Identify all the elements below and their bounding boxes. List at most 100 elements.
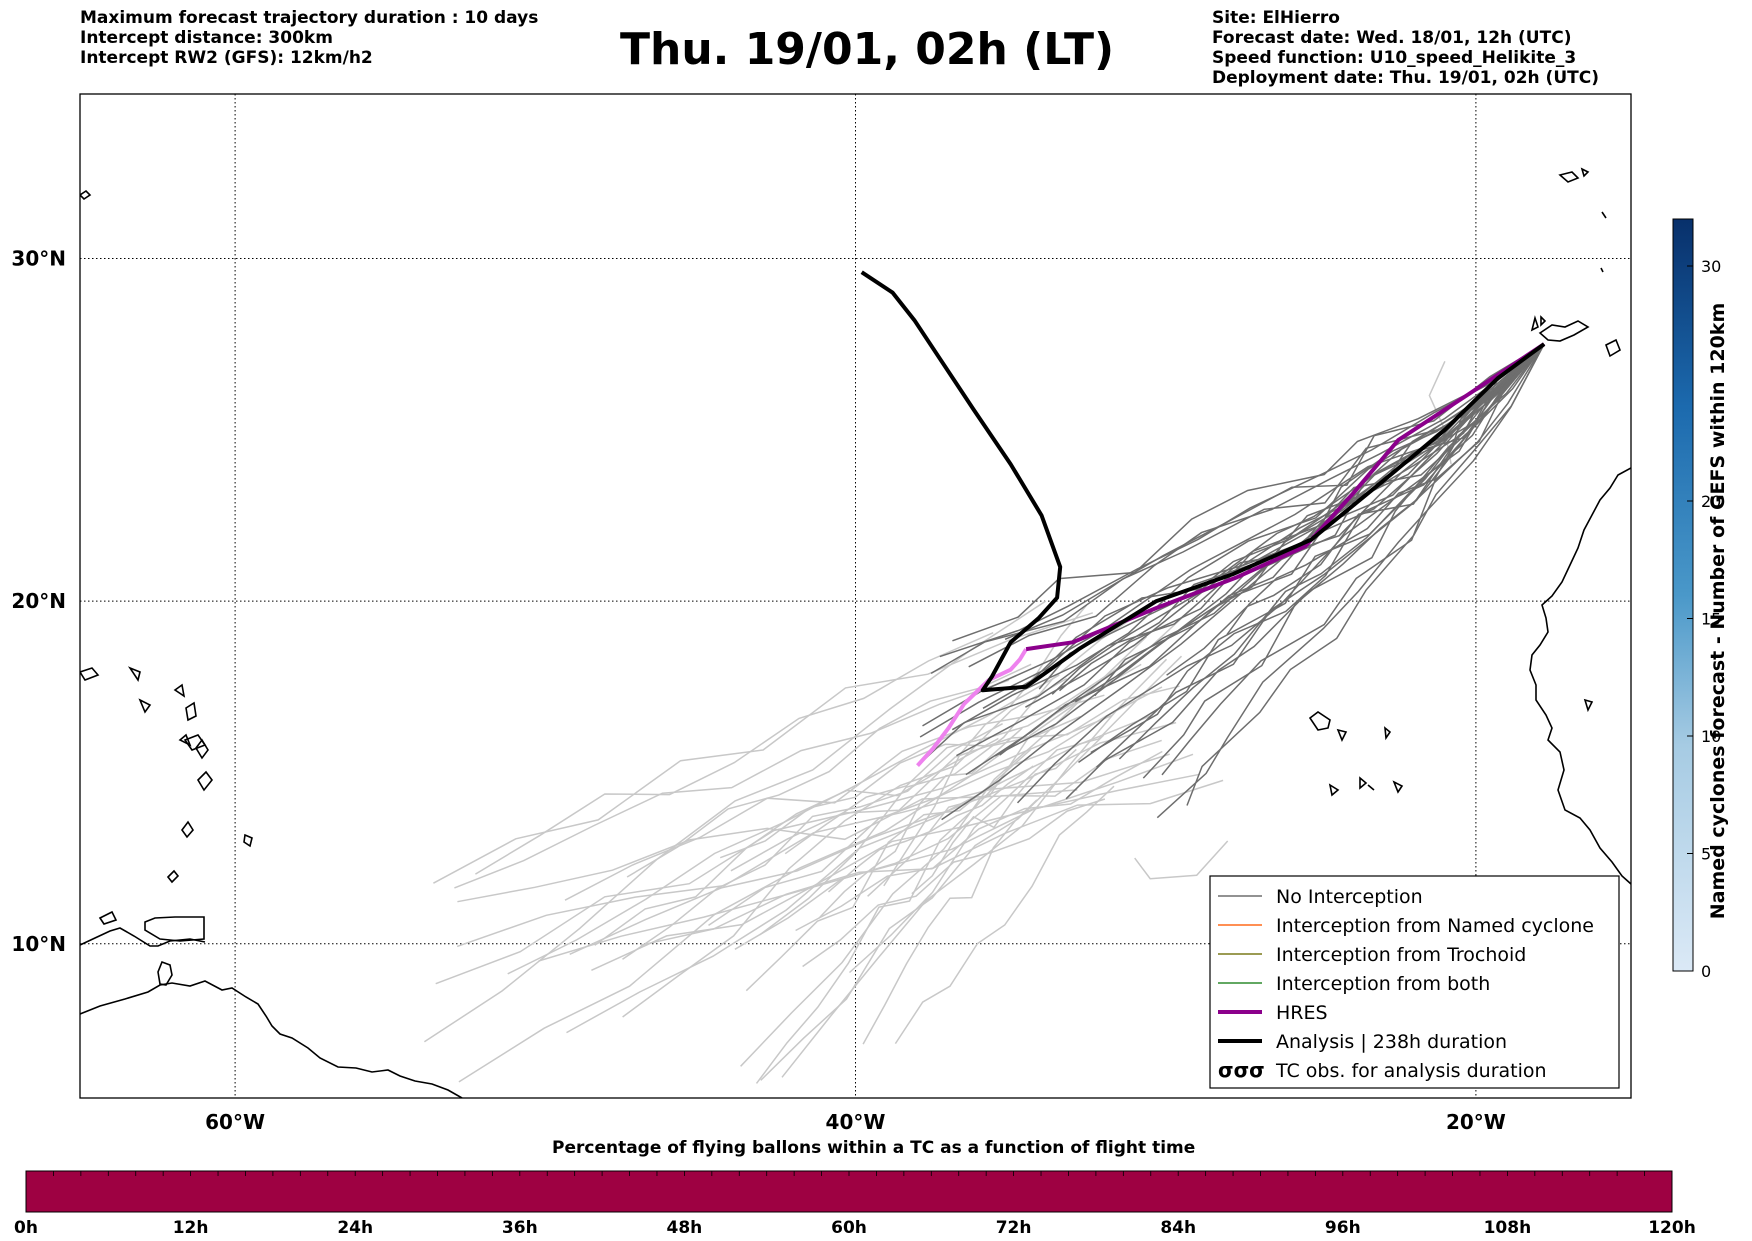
- legend-label: Analysis | 238h duration: [1276, 1031, 1507, 1053]
- ensemble-track-light: [622, 677, 1068, 1018]
- ensemble-track-dark: [994, 343, 1545, 757]
- hres-light-track: [916, 648, 1028, 767]
- south-america-coastline: [80, 980, 463, 1098]
- lat-label: 20°N: [11, 589, 66, 613]
- colorbar-tick-label: 5: [1701, 845, 1711, 864]
- ensemble-track-light: [759, 605, 1151, 936]
- header-right-line: Deployment date: Thu. 19/01, 02h (UTC): [1212, 68, 1599, 88]
- cyclone-symbols-icon: σσσ: [1218, 1058, 1265, 1082]
- axis-labels: 30°N 20°N 10°N 60°W 40°W 20°W: [11, 246, 1505, 1134]
- ensemble-track-dark: [1096, 343, 1545, 768]
- ensemble-track-light: [454, 679, 1010, 889]
- africa-coastline: [1529, 467, 1631, 885]
- island-small: [98, 910, 118, 925]
- main-tracks: [860, 270, 1546, 767]
- header-left-info: Maximum forecast trajectory duration : 1…: [80, 8, 538, 68]
- ensemble-track-dark: [1161, 343, 1545, 776]
- ensemble-track-dark: [1142, 343, 1545, 779]
- ensemble-dark-tracks: [918, 343, 1545, 821]
- colorbar-bottom-tick-label: 36h: [502, 1218, 538, 1238]
- ensemble-track-light: [564, 694, 1105, 901]
- ensemble-track-light: [475, 632, 994, 875]
- ensemble-track-light: [781, 658, 1168, 1078]
- header-left-line: Maximum forecast trajectory duration : 1…: [80, 8, 539, 28]
- canary-islands: [1530, 315, 1621, 713]
- legend-label: HRES: [1276, 1002, 1328, 1024]
- cape-verde: [1308, 711, 1404, 797]
- lat-label: 30°N: [11, 246, 66, 270]
- colorbar-bottom-tick-label: 108h: [1484, 1218, 1532, 1238]
- legend-label: Interception from Trochoid: [1276, 944, 1526, 966]
- ensemble-track-light: [423, 600, 1047, 1043]
- legend-label: Interception from Named cyclone: [1276, 915, 1594, 937]
- ensemble-track-light: [795, 750, 1163, 932]
- ensemble-track-dark: [982, 343, 1545, 709]
- colorbar-bottom-tick-label: 120h: [1648, 1218, 1696, 1238]
- header-right-line: Speed function: U10_speed_Helikite_3: [1212, 48, 1577, 68]
- puerto-rico: [183, 734, 207, 751]
- ensemble-track-light: [456, 753, 1170, 948]
- legend-label: TC obs. for analysis duration: [1275, 1060, 1547, 1082]
- colorbar-bottom-tick-label: 96h: [1325, 1218, 1361, 1238]
- antilles-chain: [80, 666, 253, 884]
- island-trinidad: [157, 960, 173, 986]
- island-top-left: [80, 189, 92, 201]
- ensemble-track-dark: [968, 343, 1545, 668]
- colorbar-bottom-tick-label: 12h: [173, 1218, 209, 1238]
- ensemble-track-light: [755, 778, 1002, 1084]
- ensemble-track-light: [818, 727, 1023, 919]
- ensemble-track-dark: [941, 343, 1545, 821]
- colorbar-bottom-tick-label: 0h: [14, 1218, 38, 1238]
- hres-track: [1025, 342, 1546, 652]
- venezuela-coast: [80, 927, 206, 947]
- ensemble-light-tracks: [423, 360, 1452, 1084]
- colorbar-bottom-tick-label: 48h: [667, 1218, 703, 1238]
- colorbar-bottom-fill: [25, 1170, 1673, 1213]
- ensemble-track-light: [622, 723, 1003, 960]
- azores-speck: [1600, 267, 1604, 273]
- ensemble-track-dark: [1059, 343, 1545, 692]
- ensemble-track-dark: [930, 343, 1545, 675]
- colorbar-tick-label: 0: [1701, 962, 1711, 981]
- ensemble-track-light: [591, 753, 1194, 971]
- header-right-info: Site: ElHierro Forecast date: Wed. 18/01…: [1212, 8, 1599, 88]
- ensemble-track-light: [1134, 840, 1229, 880]
- ensemble-track-light: [760, 734, 1105, 1081]
- ensemble-track-dark: [1118, 343, 1545, 760]
- ensemble-track-dark: [1078, 343, 1545, 764]
- lon-label: 40°W: [826, 1110, 886, 1134]
- colorbar-bottom-tick-label: 24h: [337, 1218, 373, 1238]
- lon-label: 60°W: [205, 1110, 265, 1134]
- analysis-track: [860, 270, 1546, 693]
- ensemble-track-light: [802, 798, 1106, 968]
- ensemble-track-light: [507, 674, 1060, 975]
- ensemble-track-light: [594, 737, 999, 946]
- ensemble-track-light: [435, 714, 1113, 985]
- colorbar-bottom-tick-label: 72h: [996, 1218, 1032, 1238]
- ensemble-track-dark: [956, 343, 1545, 757]
- lat-label: 10°N: [11, 932, 66, 956]
- colorbar-right-fill: [1672, 218, 1694, 972]
- colorbar-bottom: 0h 12h 24h 36h 48h 60h 72h 84h 96h 108h 120h: [14, 1170, 1696, 1238]
- header-right-line: Site: ElHierro: [1212, 8, 1340, 28]
- ensemble-track-light: [740, 636, 1148, 1067]
- colorbar-right: 0 5 10 15 20 30: [1672, 218, 1721, 981]
- header-right-line: Forecast date: Wed. 18/01, 12h (UTC): [1212, 28, 1572, 48]
- right-colorbar-label: Named cyclones forecast - Number of GEFS…: [1707, 302, 1729, 920]
- header-left-line: Intercept RW2 (GFS): 12km/h2: [80, 48, 373, 68]
- legend-label: Interception from both: [1276, 973, 1490, 995]
- lon-label: 20°W: [1446, 1110, 1506, 1134]
- coastlines: [80, 167, 1631, 1098]
- ensemble-track-light: [569, 721, 1177, 955]
- ensemble-track-light: [848, 655, 1183, 974]
- bottom-colorbar-title: Percentage of flying ballons within a TC…: [552, 1138, 1196, 1158]
- ensemble-track-dark: [952, 343, 1545, 642]
- legend: No Interception Interception from Named c…: [1209, 875, 1620, 1089]
- ensemble-track-light: [626, 663, 1032, 878]
- map-frame: [79, 93, 1632, 1099]
- legend-box: [1209, 875, 1620, 1089]
- ensemble-track-light: [883, 604, 1088, 887]
- ensemble-track-dark: [922, 343, 1545, 727]
- colorbar-bottom-tick-label: 60h: [831, 1218, 867, 1238]
- header-left-line: Intercept distance: 300km: [80, 28, 333, 48]
